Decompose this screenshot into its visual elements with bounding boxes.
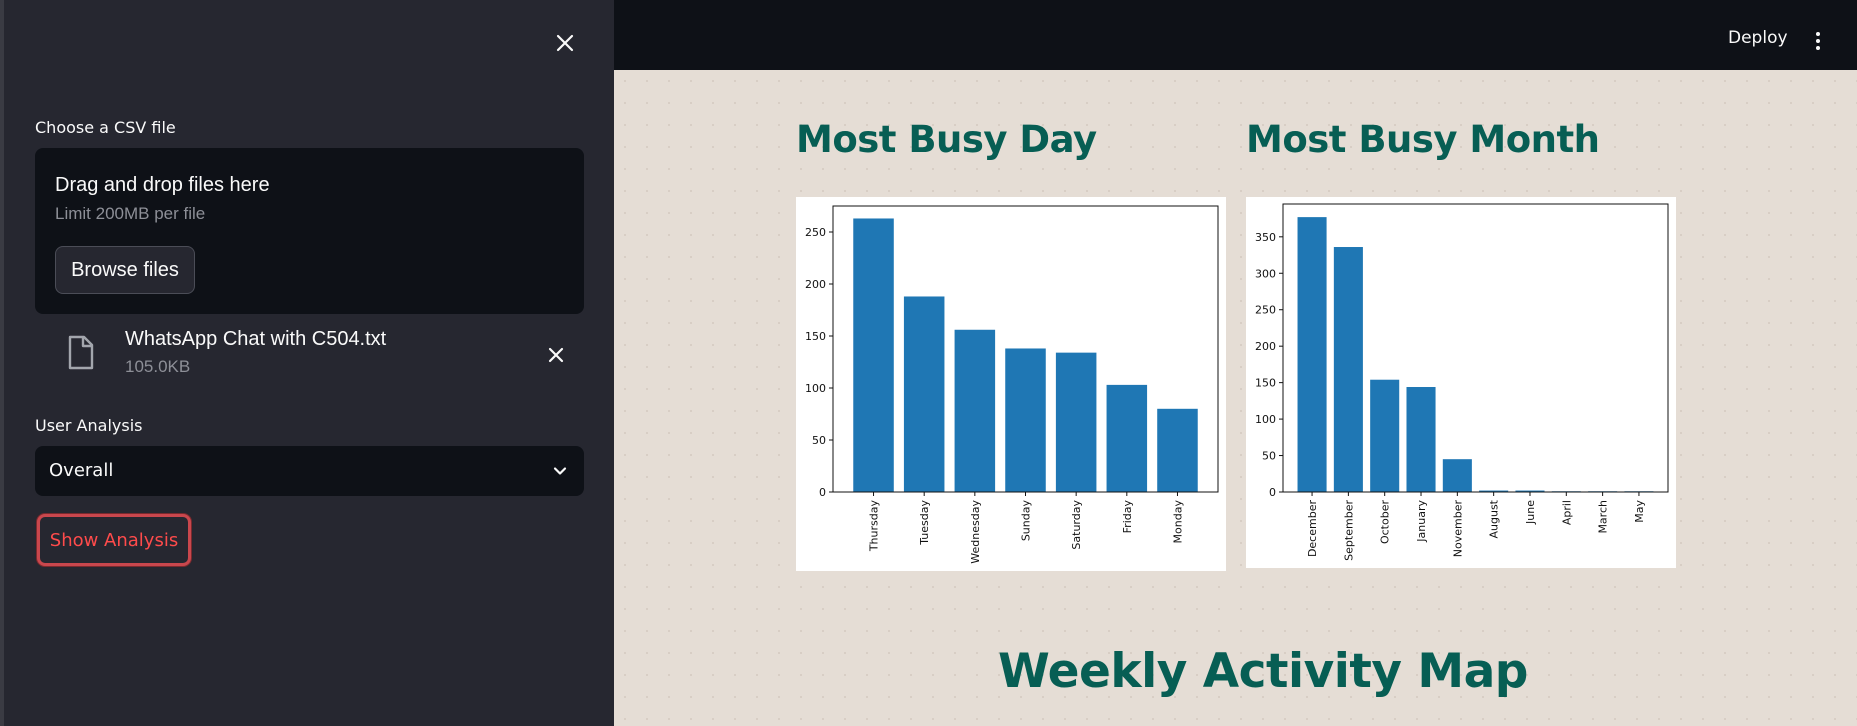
bar-august bbox=[1479, 490, 1509, 492]
y-tick-label: 150 bbox=[1255, 377, 1276, 390]
bar-sunday bbox=[1005, 348, 1046, 492]
busy-day-title: Most Busy Day bbox=[796, 118, 1097, 161]
busy-month-chart-figure: December September October January November A… bbox=[1246, 197, 1676, 568]
x-tick-label: October bbox=[1379, 500, 1392, 544]
weekly-activity-map-title: Weekly Activity Map bbox=[998, 644, 1528, 699]
user-select-value: Overall bbox=[49, 460, 114, 481]
bar-november bbox=[1442, 459, 1472, 492]
bar-wednesday bbox=[954, 329, 996, 492]
bar-june bbox=[1515, 490, 1545, 492]
y-tick-label: 200 bbox=[1255, 340, 1276, 353]
y-tick-label: 50 bbox=[812, 434, 826, 447]
x-tick-label: Saturday bbox=[1070, 500, 1083, 550]
close-sidebar-icon[interactable] bbox=[550, 28, 580, 58]
bar-friday bbox=[1106, 384, 1148, 492]
show-analysis-button[interactable]: Show Analysis bbox=[37, 514, 191, 566]
y-tick-label: 0 bbox=[819, 486, 826, 499]
x-tick-label: June bbox=[1524, 500, 1537, 525]
remove-file-icon[interactable] bbox=[542, 341, 570, 369]
csv-upload-label: Choose a CSV file bbox=[35, 118, 176, 137]
sidebar: Choose a CSV file Drag and drop files he… bbox=[0, 0, 614, 726]
bar-tuesday bbox=[903, 296, 945, 492]
y-tick-label: 350 bbox=[1255, 231, 1276, 244]
bar-saturday bbox=[1055, 352, 1097, 492]
top-bar bbox=[614, 0, 1857, 70]
x-tick-label: March bbox=[1597, 500, 1610, 534]
file-icon bbox=[68, 335, 94, 370]
bar-october bbox=[1370, 379, 1400, 492]
plot-frame bbox=[1282, 203, 1669, 493]
y-tick-label: 0 bbox=[1269, 486, 1276, 499]
x-tick-label: September bbox=[1342, 500, 1355, 561]
busy-month-chart: December September October January November A… bbox=[1255, 203, 1669, 561]
more-options-icon[interactable] bbox=[1810, 30, 1826, 52]
y-tick-label: 50 bbox=[1262, 450, 1276, 463]
bar-monday bbox=[1157, 408, 1198, 492]
y-tick-label: 250 bbox=[805, 226, 826, 239]
busy-day-chart-figure: Thursday Tuesday Wednesday Sunday Saturday Fr… bbox=[796, 197, 1226, 571]
x-tick-label: April bbox=[1560, 500, 1573, 525]
x-tick-label: Wednesday bbox=[969, 500, 982, 564]
busy-day-chart: Thursday Tuesday Wednesday Sunday Saturday Fr… bbox=[805, 205, 1219, 564]
dropzone-limit: Limit 200MB per file bbox=[55, 204, 206, 223]
y-tick-label: 300 bbox=[1255, 267, 1276, 280]
y-tick-label: 200 bbox=[805, 278, 826, 291]
user-analysis-label: User Analysis bbox=[35, 416, 143, 435]
uploaded-file-size: 105.0KB bbox=[125, 357, 191, 376]
y-tick-label: 100 bbox=[805, 382, 826, 395]
x-tick-label: January bbox=[1415, 500, 1428, 543]
x-tick-label: Monday bbox=[1171, 500, 1184, 544]
x-tick-label: Tuesday bbox=[918, 500, 931, 546]
x-tick-label: December bbox=[1306, 500, 1319, 558]
file-dropzone[interactable]: Drag and drop files here Limit 200MB per… bbox=[35, 148, 584, 314]
bar-thursday bbox=[853, 218, 894, 493]
deploy-button[interactable]: Deploy bbox=[1728, 28, 1788, 48]
x-tick-label: Sunday bbox=[1020, 500, 1033, 542]
dropzone-title: Drag and drop files here bbox=[55, 174, 270, 196]
x-tick-label: May bbox=[1633, 500, 1646, 523]
x-tick-label: Thursday bbox=[868, 500, 881, 553]
bar-december bbox=[1297, 217, 1327, 492]
bar-september bbox=[1333, 247, 1363, 492]
x-tick-label: August bbox=[1488, 499, 1501, 538]
uploaded-file-name: WhatsApp Chat with C504.txt bbox=[125, 328, 387, 350]
busy-month-title: Most Busy Month bbox=[1246, 118, 1600, 161]
bar-january bbox=[1406, 387, 1436, 492]
y-tick-label: 250 bbox=[1255, 304, 1276, 317]
plot-frame bbox=[832, 205, 1219, 493]
x-tick-label: Friday bbox=[1121, 500, 1134, 534]
y-tick-label: 150 bbox=[805, 330, 826, 343]
chevron-down-icon bbox=[553, 467, 567, 475]
browse-files-button[interactable]: Browse files bbox=[55, 246, 195, 294]
y-tick-label: 100 bbox=[1255, 413, 1276, 426]
user-select[interactable]: Overall bbox=[35, 446, 584, 496]
x-tick-label: November bbox=[1451, 500, 1464, 558]
